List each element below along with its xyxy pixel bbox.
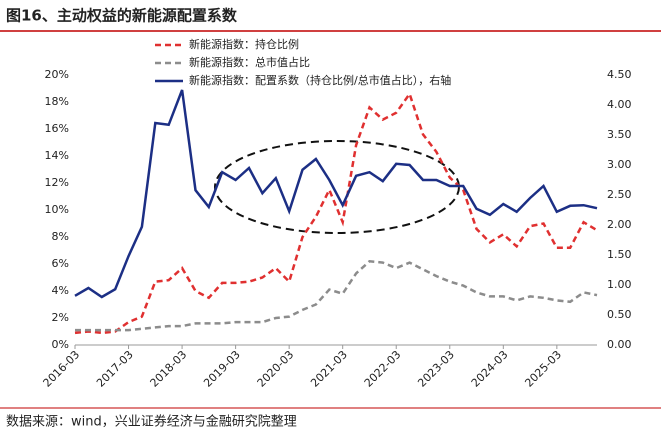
y2-tick-label: 2.00	[607, 218, 632, 231]
y2-tick-label: 2.50	[607, 188, 632, 201]
highlight-ellipse	[214, 140, 460, 234]
y2-tick-label: 4.00	[607, 98, 632, 111]
y2-tick-label: 1.00	[607, 278, 632, 291]
y-tick-label: 20%	[45, 68, 69, 81]
y-tick-label: 2%	[52, 311, 69, 324]
source-note: 数据来源：wind，兴业证券经济与金融研究院整理	[6, 414, 297, 430]
x-tick-label: 2021-03	[308, 348, 350, 390]
y-tick-label: 16%	[45, 122, 69, 135]
y-tick-label: 4%	[52, 284, 69, 297]
chart-title: 图16、主动权益的新能源配置系数	[6, 7, 238, 25]
y-tick-label: 18%	[45, 95, 69, 108]
y-tick-label: 10%	[45, 203, 69, 216]
y2-tick-label: 0.00	[607, 338, 632, 351]
x-tick-label: 2024-03	[469, 348, 511, 390]
y2-tick-label: 0.50	[607, 308, 632, 321]
x-tick-label: 2017-03	[94, 348, 136, 390]
series-line	[74, 91, 598, 335]
y-tick-label: 8%	[52, 230, 69, 243]
y-tick-label: 12%	[45, 176, 69, 189]
y-tick-label: 14%	[45, 149, 69, 162]
x-tick-label: 2018-03	[148, 348, 190, 390]
y2-tick-label: 1.50	[607, 248, 632, 261]
y2-tick-label: 3.50	[607, 128, 632, 141]
series-line	[74, 89, 598, 299]
y-tick-label: 0%	[52, 338, 69, 351]
x-tick-label: 2025-03	[522, 348, 564, 390]
x-tick-label: 2019-03	[201, 348, 243, 390]
y-tick-label: 6%	[52, 257, 69, 270]
x-tick-label: 2022-03	[362, 348, 404, 390]
y2-tick-label: 3.00	[607, 158, 632, 171]
legend-label: 新能源指数：配置系数（持仓比例/总市值占比），右轴	[189, 73, 451, 87]
legend-label: 新能源指数：总市值占比	[189, 55, 310, 69]
x-tick-label: 2023-03	[415, 348, 457, 390]
y2-tick-label: 4.50	[607, 68, 632, 81]
x-tick-label: 2020-03	[255, 348, 297, 390]
legend-label: 新能源指数：持仓比例	[189, 37, 299, 51]
series-line	[75, 260, 598, 332]
x-tick-label: 2016-03	[41, 348, 83, 390]
